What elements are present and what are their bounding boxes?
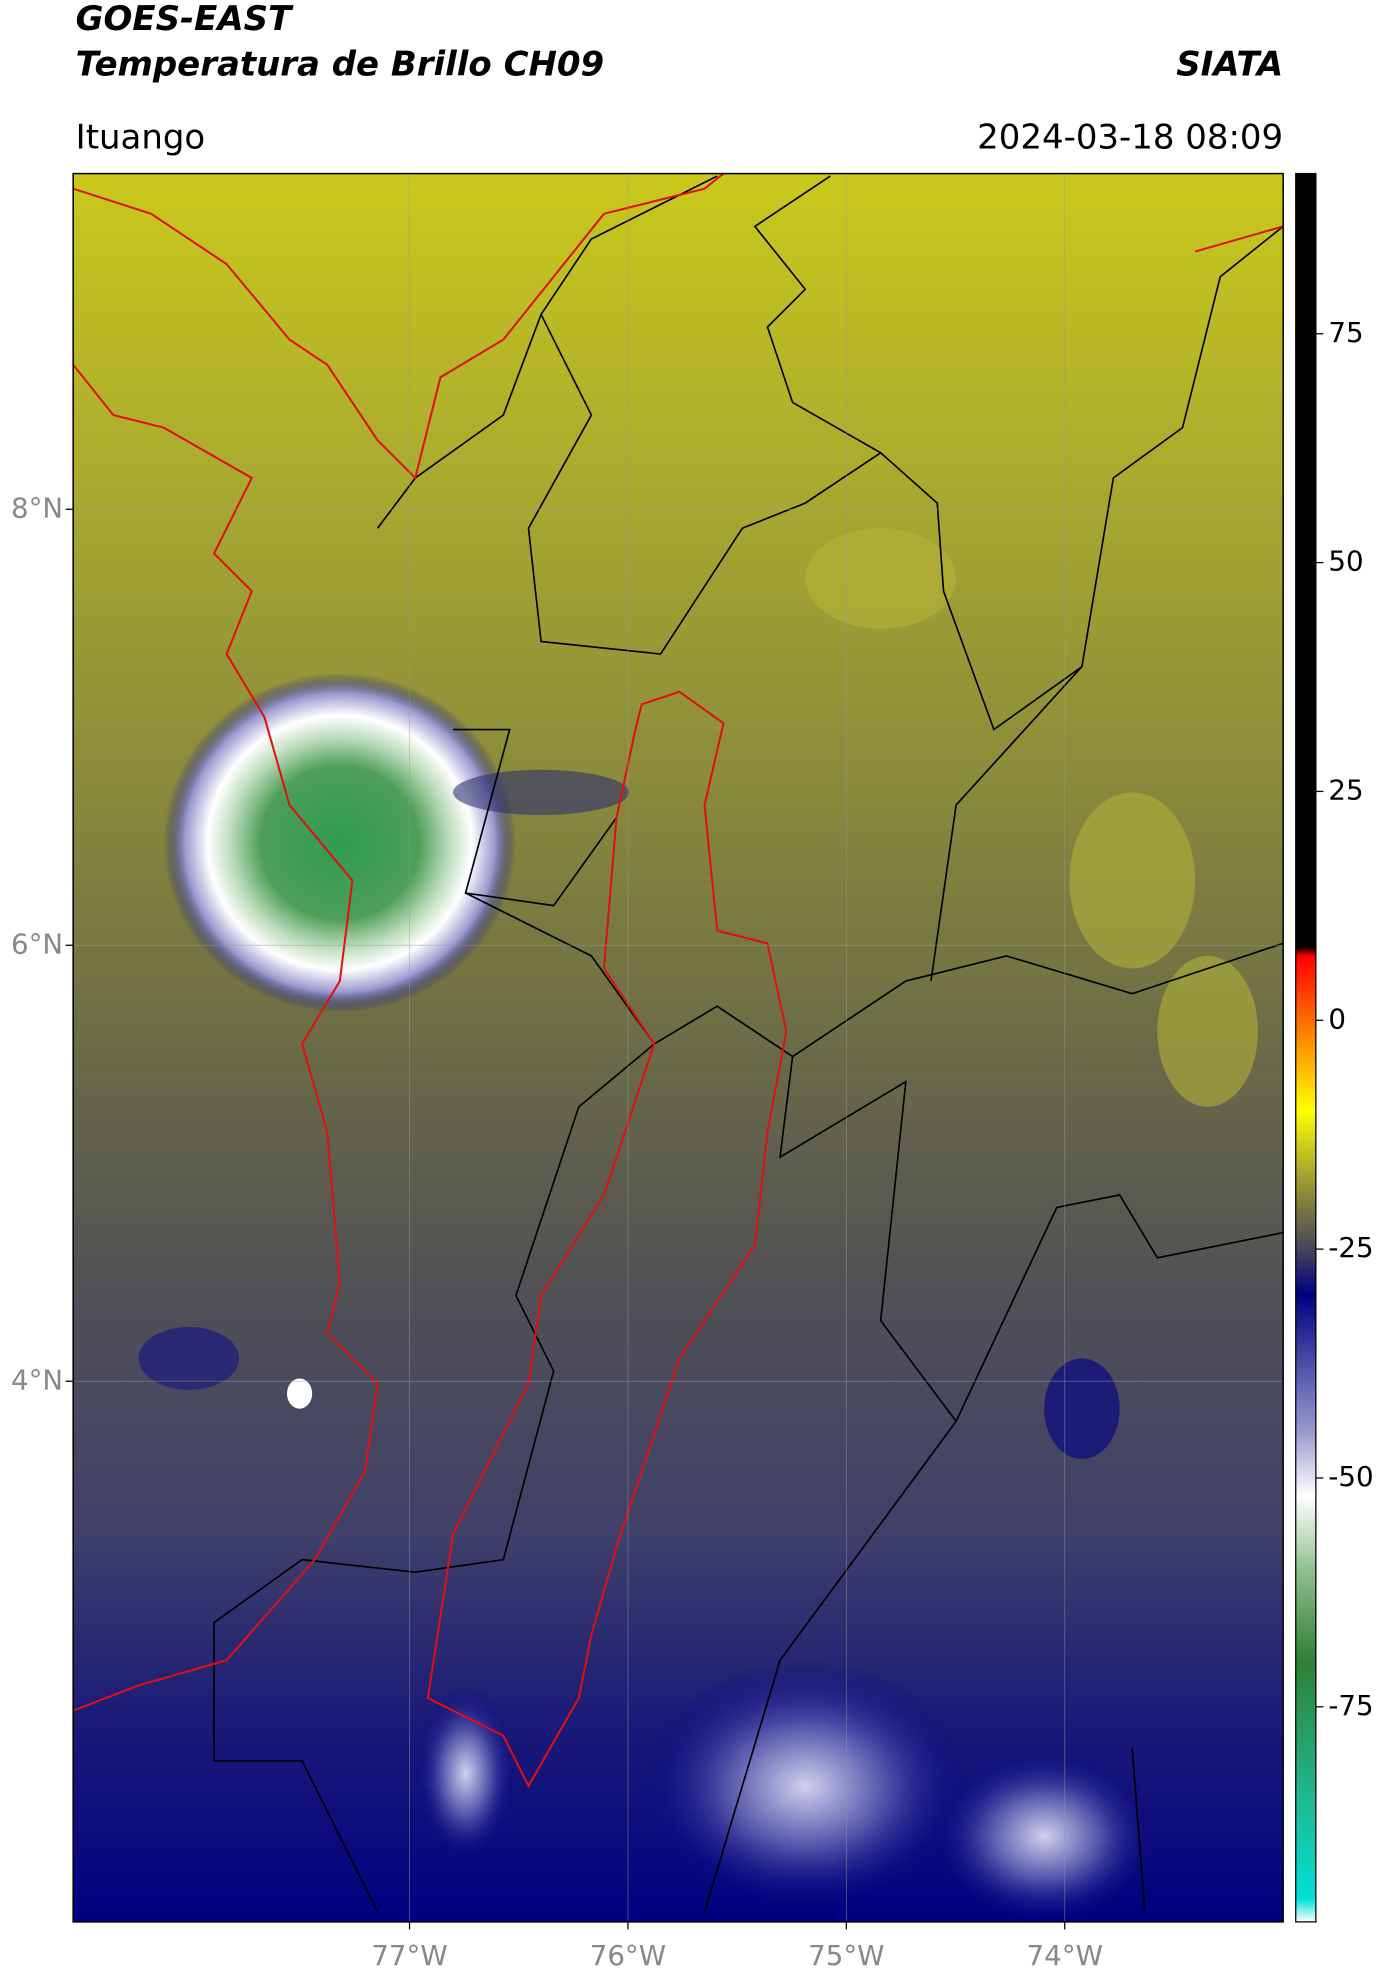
colorbar-tick-label: 25 [1328,773,1363,806]
subtitle: Temperatura de Brillo CH09 [76,44,604,84]
lon-tick-label: 74°W [1027,1939,1103,1972]
colorbar-tick-label: 0 [1328,1002,1346,1035]
colorbar-tick-label: -75 [1328,1689,1373,1722]
source: SIATA [1176,44,1283,84]
colorbar [1295,172,1317,1923]
lat-tick-label: 4°N [11,1363,63,1396]
map-image [73,173,1284,1922]
colorbar-tick-label: 50 [1328,545,1363,578]
colorbar-tick-label: 75 [1328,316,1363,349]
colorbar-tick-label: -50 [1328,1460,1373,1493]
lat-tick-label: 8°N [11,491,63,524]
title: GOES-EAST [76,0,294,39]
lat-tick-label: 6°N [11,927,63,960]
colorbar-tick-label: -25 [1328,1231,1373,1264]
lon-tick-label: 76°W [590,1939,666,1972]
location: Ituango [76,117,206,157]
lon-tick-label: 77°W [371,1939,447,1972]
map-frame [72,172,1284,1923]
datetime: 2024-03-18 08:09 [977,117,1283,157]
lon-tick-label: 75°W [808,1939,884,1972]
